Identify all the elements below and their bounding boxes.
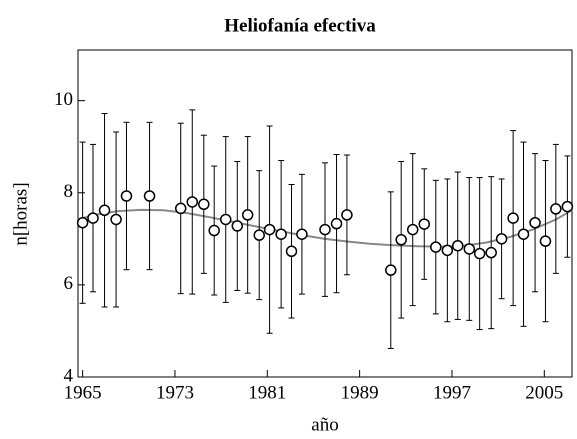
- point: [395, 234, 407, 246]
- point: [98, 204, 111, 217]
- point: [319, 223, 331, 236]
- point: [550, 203, 562, 215]
- chart-title: Heliofanía efectiva: [224, 15, 376, 36]
- x-tick-label: 1981: [248, 382, 286, 403]
- x-tick-label: 2005: [525, 382, 563, 403]
- point: [263, 223, 276, 236]
- point: [539, 235, 552, 247]
- point: [430, 241, 442, 253]
- point: [296, 228, 308, 240]
- y-tick-label: 4: [64, 365, 74, 386]
- y-tick-label: 8: [64, 181, 74, 202]
- point: [451, 239, 464, 252]
- point: [76, 216, 89, 229]
- point: [87, 212, 99, 224]
- y-tick-label: 10: [54, 89, 73, 110]
- point: [341, 209, 353, 221]
- point: [231, 220, 244, 232]
- x-tick-label: 1973: [156, 382, 194, 403]
- point: [208, 224, 220, 237]
- point: [418, 218, 431, 230]
- point: [275, 228, 287, 240]
- point: [385, 264, 397, 276]
- point: [120, 190, 133, 202]
- y-axis-label: n[horas]: [10, 182, 31, 245]
- point: [241, 209, 254, 221]
- point: [517, 228, 530, 240]
- point: [463, 243, 476, 255]
- point: [485, 246, 497, 259]
- point: [253, 229, 265, 241]
- point: [143, 190, 156, 202]
- x-tick-label: 1997: [433, 382, 471, 403]
- point: [110, 213, 122, 226]
- point: [495, 233, 508, 245]
- point: [406, 223, 419, 236]
- point: [507, 212, 519, 224]
- x-tick-label: 1989: [341, 382, 379, 403]
- point: [198, 198, 210, 211]
- point: [285, 245, 298, 258]
- point: [174, 202, 187, 215]
- point: [219, 213, 232, 226]
- point: [330, 217, 343, 230]
- point: [529, 216, 541, 229]
- point: [473, 247, 486, 260]
- point: [186, 196, 199, 208]
- point: [561, 200, 574, 213]
- plot-frame: [77, 49, 573, 378]
- y-tick-label: 6: [64, 273, 74, 294]
- x-axis-label: año: [311, 414, 338, 435]
- point: [441, 244, 454, 257]
- x-tick-label: 1965: [64, 382, 102, 403]
